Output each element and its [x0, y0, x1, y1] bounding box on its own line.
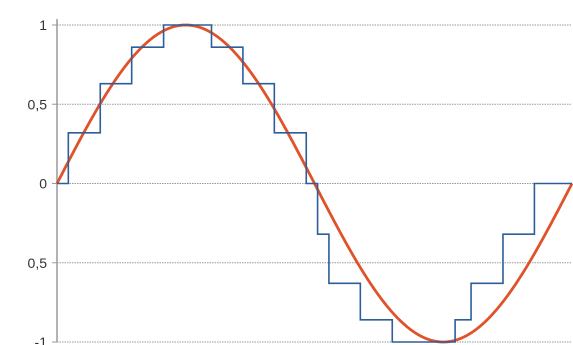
- y-tick-label-3: 0,5: [28, 255, 48, 271]
- y-tick-label-2: 0: [39, 176, 47, 192]
- step-approximation-line: [57, 24, 572, 343]
- axes: [52, 19, 58, 343]
- tick-labels: 1 0,5 0 0,5 -1: [28, 17, 48, 345]
- y-tick-label-0: 1: [39, 17, 47, 33]
- y-tick-label-4: -1: [35, 334, 48, 345]
- series: [55, 23, 573, 344]
- y-tick-label-1: 0,5: [28, 96, 48, 112]
